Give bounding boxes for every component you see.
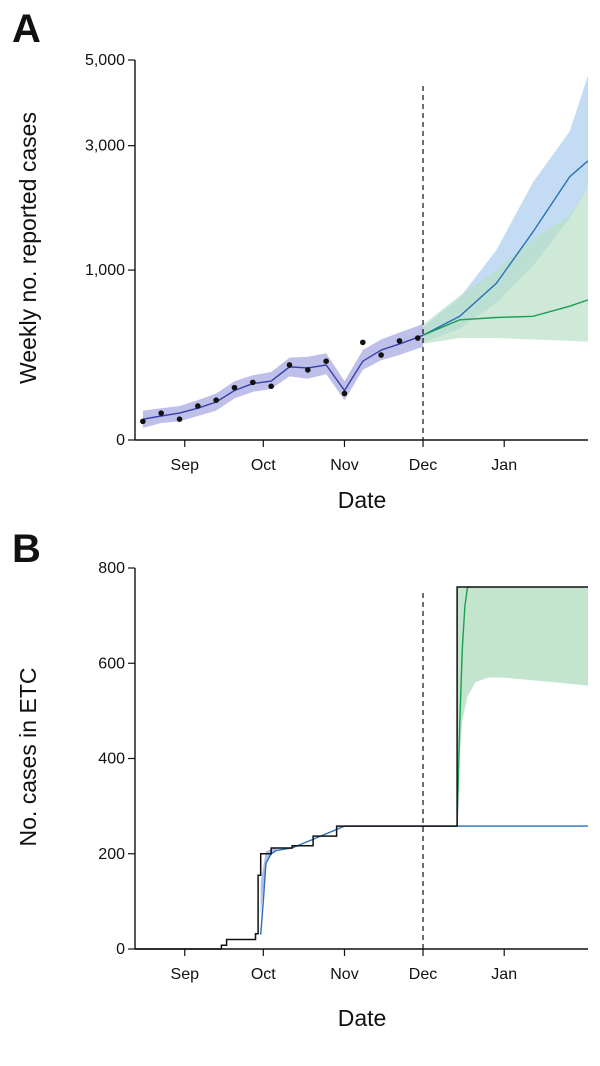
panel-b-y-tick-label: 200 xyxy=(98,846,125,863)
panel-a-observed-point xyxy=(360,339,366,346)
panel-a-observed-point xyxy=(323,358,329,365)
panel-a-series-line-2 xyxy=(422,299,588,336)
panel-a-observed-point xyxy=(140,418,146,425)
panel-a-observed-point xyxy=(341,390,348,397)
panel-a: A 0 1,000 3,000 5,000 Sep Oct Nov Dec Jan Date W… xyxy=(12,7,588,513)
panel-a-observed-point xyxy=(268,383,274,390)
panel-b-x-tick-label: Jan xyxy=(491,966,517,983)
panel-b-label: B xyxy=(12,527,41,571)
panel-b-plot xyxy=(135,586,588,950)
panel-a-x-tick-label: Oct xyxy=(251,457,276,474)
panel-a-observed-point xyxy=(414,335,421,341)
panel-a-band-2 xyxy=(423,187,588,344)
panel-a-observed-point xyxy=(378,352,384,358)
panel-a-plot xyxy=(140,75,588,428)
panel-a-series-line-1 xyxy=(422,160,588,336)
panel-a-observed-point xyxy=(250,379,256,386)
panel-a-x-tick-label: Nov xyxy=(330,457,358,474)
panel-a-x-tick-label: Jan xyxy=(491,457,517,474)
panel-b-x-tick-label: Nov xyxy=(330,966,358,983)
panel-b-series-line-1 xyxy=(260,825,588,935)
panel-b-series-group xyxy=(135,586,588,950)
panel-b-fit-band xyxy=(260,848,277,916)
panel-a-axes: 0 1,000 3,000 5,000 Sep Oct Nov Dec Jan xyxy=(85,52,588,474)
panel-b-y-tick-label: 400 xyxy=(98,751,125,768)
panel-b-x-axis-title: Date xyxy=(338,1005,387,1031)
panel-a-observed-point xyxy=(195,403,201,409)
panel-b-y-axis-title: No. cases in ETC xyxy=(15,668,41,847)
panel-b-y-tick-label: 0 xyxy=(116,941,125,958)
panel-b-x-tick-label: Oct xyxy=(251,966,276,983)
panel-a-x-tick-label: Dec xyxy=(409,457,437,474)
panel-a-observed-point xyxy=(231,384,238,391)
panel-a-observed-point xyxy=(396,338,403,344)
panel-a-observed-point xyxy=(158,410,164,416)
panel-b-y-tick-label: 800 xyxy=(98,560,125,577)
panel-a-observed-point xyxy=(213,397,219,403)
panel-a-y-tick-label: 3,000 xyxy=(85,138,125,155)
panel-a-observed-point xyxy=(176,416,183,422)
panel-a-x-axis-title: Date xyxy=(338,487,387,513)
panel-a-fit-band xyxy=(142,323,423,428)
panel-b-x-tick-label: Dec xyxy=(409,966,437,983)
panel-b-band xyxy=(457,587,588,827)
panel-a-observed-point xyxy=(305,367,311,373)
panel-b: B 0 200 400 600 800 Sep Oct Nov Dec Jan Date No. … xyxy=(12,527,588,1031)
panel-a-y-tick-label: 0 xyxy=(116,432,125,449)
panel-a-y-tick-label: 1,000 xyxy=(85,262,125,279)
panel-a-y-axis-title: Weekly no. reported cases xyxy=(15,112,41,384)
panel-a-series-group xyxy=(140,75,588,428)
panel-a-x-tick-label: Sep xyxy=(171,457,200,474)
panel-b-axes: 0 200 400 600 800 Sep Oct Nov Dec Jan xyxy=(98,560,588,983)
panel-b-capacity-line xyxy=(135,586,588,950)
panel-b-x-tick-label: Sep xyxy=(171,966,200,983)
panel-a-observed-point xyxy=(286,362,293,368)
panel-a-label: A xyxy=(12,7,41,51)
panel-b-y-tick-label: 600 xyxy=(98,655,125,672)
panel-a-y-tick-label: 5,000 xyxy=(85,52,125,69)
